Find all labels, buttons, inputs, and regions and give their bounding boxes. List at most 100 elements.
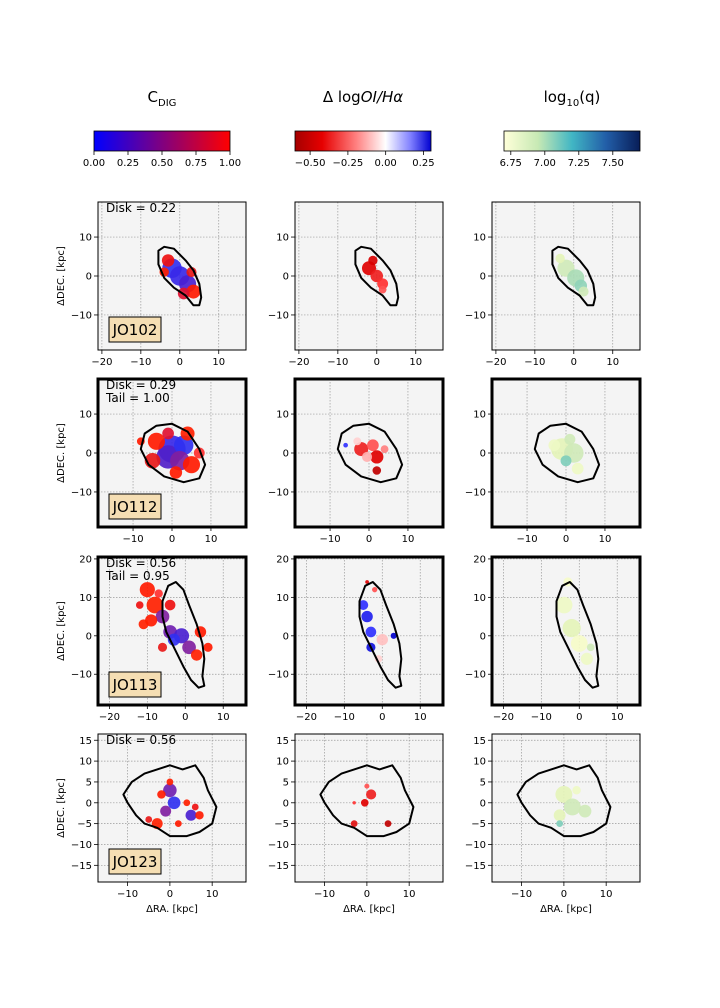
y-tick-label: −10 bbox=[268, 487, 289, 498]
y-tick-label: −5 bbox=[471, 819, 486, 830]
x-tick-label: −10 bbox=[130, 357, 151, 368]
panel-jo123-cdig: −10 0 10 −15 −10 −5 0 5 10 15 Disk = 0.56 JO123 ΔDEC… bbox=[56, 733, 247, 915]
y-tick-label: 15 bbox=[276, 736, 289, 747]
map-blob bbox=[164, 599, 176, 611]
x-tick-label: 10 bbox=[402, 534, 415, 545]
galaxy-contour bbox=[533, 422, 601, 484]
map-blob bbox=[190, 649, 203, 661]
galaxy-contour bbox=[516, 764, 612, 838]
x-tick-label: −10 bbox=[314, 889, 335, 900]
x-tick-label: 10 bbox=[599, 534, 612, 545]
colorbar-tick-label: 7.25 bbox=[568, 158, 590, 169]
galaxy-label-box bbox=[108, 671, 162, 698]
panel-jo123-doi: −10 0 10 −15 −10 −5 0 5 10 15 ΔRA. [kpc] bbox=[268, 733, 444, 915]
panel-jo113-logq: −20 −10 0 10 −10 0 10 20 bbox=[465, 554, 642, 723]
x-tick-label: 0 bbox=[182, 712, 188, 723]
x-tick-label: −10 bbox=[137, 712, 158, 723]
x-tick-label: 0 bbox=[563, 534, 569, 545]
x-tick-label: 10 bbox=[606, 357, 619, 368]
map-blob bbox=[390, 632, 397, 639]
map-blob bbox=[376, 633, 388, 646]
y-tick-label: −10 bbox=[71, 487, 92, 498]
galaxy-label: JO112 bbox=[108, 493, 162, 520]
y-tick-label: −10 bbox=[71, 840, 92, 851]
map-blob bbox=[365, 626, 377, 638]
map-pixels bbox=[354, 245, 400, 307]
map-blob bbox=[352, 801, 356, 805]
map-blob bbox=[186, 284, 201, 299]
map-blob bbox=[556, 820, 564, 828]
y-tick-label: 10 bbox=[79, 593, 92, 604]
x-tick-label: 10 bbox=[611, 712, 624, 723]
galaxy-label-text: JO123 bbox=[112, 853, 158, 871]
map-blob bbox=[372, 587, 378, 593]
galaxy-contour bbox=[555, 581, 600, 689]
colorbar-cdig: 0.00 0.25 0.50 0.75 1.00 bbox=[83, 130, 241, 169]
y-tick-label: 10 bbox=[473, 233, 486, 244]
galaxy-label: JO123 bbox=[108, 848, 162, 875]
fraction-annotation: Disk = 0.22 bbox=[106, 201, 176, 215]
y-tick-label: 5 bbox=[283, 777, 289, 788]
y-tick-label: −10 bbox=[71, 670, 92, 681]
title-logq: log10(q) bbox=[544, 88, 601, 109]
map-blob bbox=[366, 789, 377, 800]
galaxy-contour bbox=[358, 581, 403, 689]
map-blob bbox=[183, 799, 191, 807]
y-tick-label: 10 bbox=[276, 233, 289, 244]
y-tick-label: 0 bbox=[86, 798, 92, 809]
map-blob bbox=[182, 456, 201, 474]
galaxy-label-text: JO112 bbox=[112, 498, 158, 516]
map-blob bbox=[161, 254, 175, 267]
x-tick-label: 10 bbox=[212, 357, 225, 368]
colorbars: 0.00 0.25 0.50 0.75 1.00 −0.50 −0.25 0.00 0.25 6.… bbox=[83, 130, 641, 169]
x-tick-label: 10 bbox=[205, 534, 218, 545]
fraction-annotation: Tail = 1.00 bbox=[105, 391, 170, 405]
y-tick-label: 20 bbox=[473, 554, 486, 565]
x-axis-label: ΔRA. [kpc] bbox=[540, 904, 592, 915]
x-tick-label: 10 bbox=[409, 357, 422, 368]
map-blob bbox=[135, 601, 144, 609]
x-tick-label: −10 bbox=[516, 534, 537, 545]
map-blob bbox=[553, 809, 566, 822]
map-blob bbox=[185, 809, 197, 821]
map-pixels bbox=[136, 422, 207, 484]
map-pixels bbox=[533, 422, 601, 484]
map-blob bbox=[191, 803, 199, 811]
y-tick-label: −15 bbox=[465, 861, 486, 872]
fraction-annotation: Disk = 0.29 bbox=[106, 378, 176, 392]
map-blob bbox=[570, 635, 588, 652]
y-tick-label: 10 bbox=[79, 410, 92, 421]
y-tick-label: 15 bbox=[473, 736, 486, 747]
y-tick-label: 10 bbox=[276, 410, 289, 421]
y-axis-label: ΔDEC. [kpc] bbox=[56, 246, 67, 306]
map-blob bbox=[154, 589, 163, 598]
map-blob bbox=[361, 451, 373, 462]
map-blob bbox=[578, 286, 589, 297]
y-tick-label: −15 bbox=[268, 861, 289, 872]
y-tick-label: −10 bbox=[268, 670, 289, 681]
panel-jo123-logq: −10 0 10 −15 −10 −5 0 5 10 15 ΔRA. [kpc] bbox=[465, 733, 641, 915]
y-tick-label: 0 bbox=[283, 798, 289, 809]
x-tick-label: 0 bbox=[177, 357, 183, 368]
galaxy-contour bbox=[122, 764, 218, 838]
map-blob bbox=[343, 442, 348, 448]
x-tick-label: 0 bbox=[561, 889, 567, 900]
map-pixels bbox=[135, 581, 213, 689]
colorbar-tick-label: 7.50 bbox=[602, 158, 624, 169]
fraction-annotation: Disk = 0.56 bbox=[106, 556, 176, 570]
colorbar-tick-label: 0.25 bbox=[117, 158, 139, 169]
y-tick-label: −15 bbox=[71, 861, 92, 872]
y-tick-label: −10 bbox=[268, 310, 289, 321]
map-blob bbox=[353, 437, 362, 446]
map-blob bbox=[358, 600, 369, 610]
x-tick-label: −10 bbox=[122, 534, 143, 545]
y-tick-label: −10 bbox=[465, 840, 486, 851]
map-blob bbox=[555, 596, 573, 614]
map-blob bbox=[378, 285, 387, 294]
colorbar-tick-label: 0.25 bbox=[412, 158, 434, 169]
y-tick-label: 10 bbox=[276, 593, 289, 604]
galaxy-label-text: JO113 bbox=[112, 676, 158, 694]
y-tick-label: 0 bbox=[86, 631, 92, 642]
map-blob bbox=[563, 798, 581, 816]
